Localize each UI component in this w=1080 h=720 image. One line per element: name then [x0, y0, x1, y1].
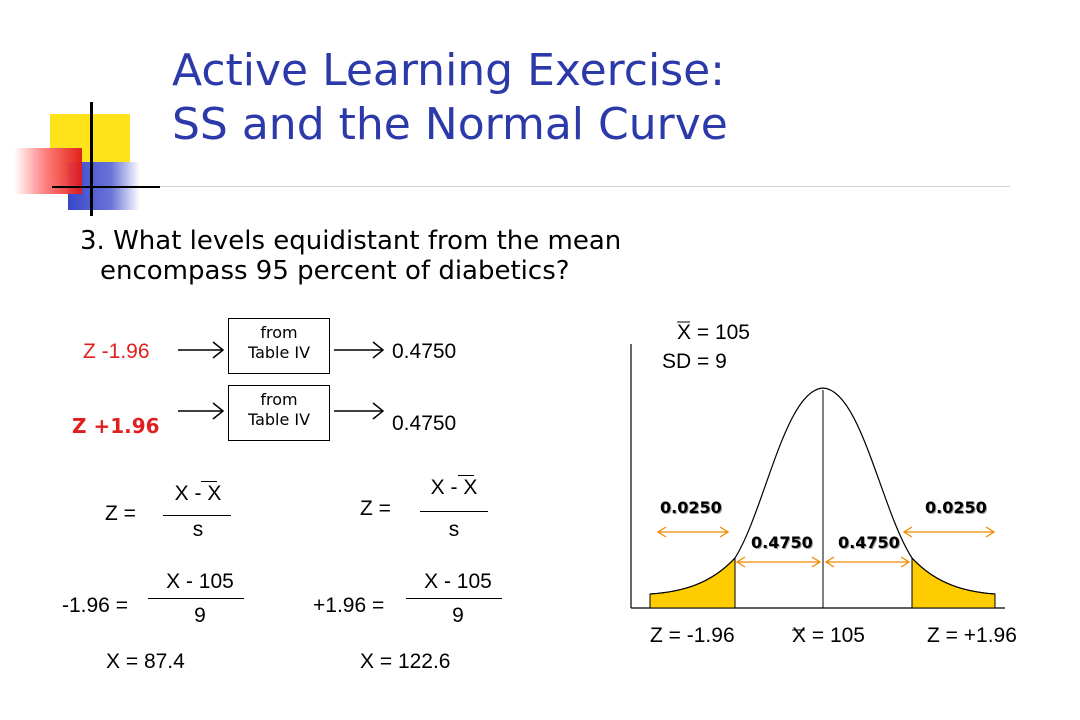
fraction-bar	[420, 511, 488, 512]
question-line-2: encompass 95 percent of diabetics?	[100, 256, 570, 286]
answer-right: X = 122.6	[360, 650, 451, 673]
left-inner-value: 0.4750	[751, 533, 813, 552]
numerator-text: X - X	[430, 476, 478, 499]
equation-numerator-right: X - 105	[424, 570, 492, 593]
curve-sd-label: SD = 9	[662, 350, 727, 373]
answer-left: X = 87.4	[106, 650, 185, 673]
box-line-2: Table IV	[247, 410, 311, 429]
title-line-1: Active Learning Exercise:	[172, 45, 726, 96]
bell-curve	[649, 387, 996, 595]
axis-label-right: Z = +1.96	[927, 624, 1017, 647]
range-arrows	[656, 526, 996, 568]
z-value-positive: Z +1.96	[72, 414, 160, 438]
logo-horizontal-line	[52, 186, 160, 188]
curve-mean-label: X = 105	[677, 321, 750, 344]
title-line-2: SS and the Normal Curve	[172, 99, 728, 150]
slide-title: Active Learning Exercise: SS and the Nor…	[172, 44, 728, 152]
axis-label-mean: X = 105	[792, 624, 865, 647]
z-value-negative: Z -1.96	[83, 340, 150, 363]
arrow-icon	[178, 341, 225, 359]
box-line-1: from	[260, 323, 298, 342]
formula-numerator-right: X - X	[416, 476, 492, 500]
fraction-bar	[148, 598, 244, 599]
left-tail-area	[649, 556, 736, 609]
left-tail-value: 0.0250	[660, 498, 722, 517]
table-iv-box: from Table IV	[228, 318, 330, 374]
normal-curve-diagram	[630, 321, 1005, 631]
axis-label-left: Z = -1.96	[650, 624, 735, 647]
equation-numerator-left: X - 105	[166, 570, 234, 593]
box-line-2: Table IV	[247, 343, 311, 362]
arrow-icon	[334, 341, 385, 359]
table-iv-box: from Table IV	[228, 385, 330, 441]
right-inner-value: 0.4750	[838, 533, 900, 552]
arrow-icon	[178, 402, 225, 420]
formula-denominator-right: s	[448, 518, 460, 541]
arrow-icon	[334, 402, 385, 420]
equation-denominator-left: 9	[194, 604, 206, 627]
title-underline	[160, 186, 1010, 187]
formula-denominator-left: s	[192, 518, 204, 541]
mean-bar	[458, 475, 474, 476]
equation-label-left: -1.96 =	[62, 594, 128, 617]
table-result-2: 0.4750	[392, 412, 457, 435]
right-tail-area	[911, 556, 996, 609]
z-label-left: Z =	[105, 502, 136, 525]
fraction-bar	[163, 515, 231, 516]
z-label-right: Z =	[360, 497, 391, 520]
mean-bar	[201, 481, 217, 482]
table-result-1: 0.4750	[392, 340, 457, 363]
numerator-text: X - X	[174, 482, 222, 505]
decorative-logo	[10, 100, 160, 220]
formula-numerator-left: X - X	[160, 482, 236, 506]
question-line-1: 3. What levels equidistant from the mean	[80, 226, 622, 256]
question-text: 3. What levels equidistant from the mean…	[80, 226, 621, 286]
fraction-bar	[406, 598, 502, 599]
right-tail-value: 0.0250	[925, 498, 987, 517]
logo-vertical-line	[90, 102, 93, 216]
equation-label-right: +1.96 =	[313, 594, 385, 617]
box-line-1: from	[260, 390, 298, 409]
equation-denominator-right: 9	[452, 604, 464, 627]
